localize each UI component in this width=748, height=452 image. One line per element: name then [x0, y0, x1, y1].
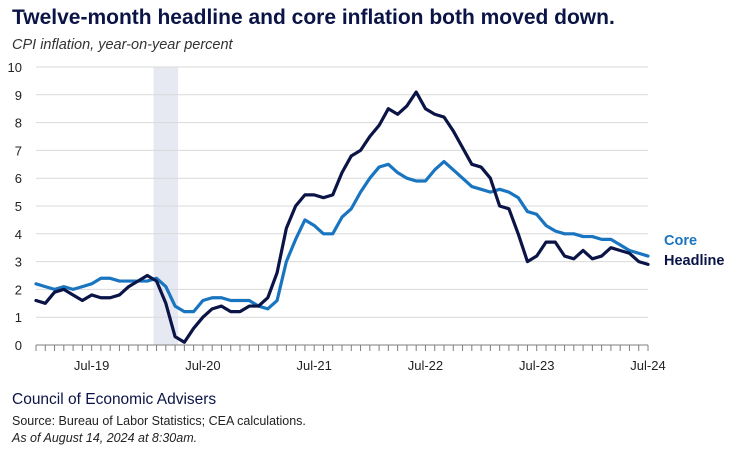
y-tick-label: 3: [15, 255, 22, 270]
series-label-core: Core: [664, 233, 697, 249]
y-tick-label: 1: [15, 310, 22, 325]
y-tick-label: 6: [15, 171, 22, 186]
chart-title: Twelve-month headline and core inflation…: [12, 6, 615, 29]
line-chart: 0 1 2 3 4 5 6 7 8 9 10 Jul-19 Jul-20 Jul-21 Jul-22 Jul-…: [8, 60, 725, 373]
x-tick-label: Jul-20: [185, 358, 220, 373]
y-tick-label: 9: [15, 88, 22, 103]
y-tick-label: 7: [15, 143, 22, 158]
series-label-headline: Headline: [664, 253, 724, 269]
y-tick-label: 2: [15, 282, 22, 297]
x-tick-label: Jul-24: [630, 358, 665, 373]
footer-organization: Council of Economic Advisers: [12, 391, 217, 408]
y-tick-label: 5: [15, 199, 22, 214]
x-tick-label: Jul-21: [296, 358, 331, 373]
series-line-headline: [34, 90, 650, 344]
footer-source: Source: Bureau of Labor Statistics; CEA …: [12, 414, 306, 428]
chart-subtitle: CPI inflation, year-on-year percent: [12, 37, 233, 53]
x-tick-label: Jul-22: [408, 358, 443, 373]
y-tick-label: 0: [15, 338, 22, 353]
x-tick-label: Jul-19: [74, 358, 109, 373]
y-tick-label: 4: [15, 227, 22, 242]
x-tick-label: Jul-23: [519, 358, 554, 373]
y-tick-label: 10: [8, 60, 22, 75]
footer-as-of: As of August 14, 2024 at 8:30am.: [12, 431, 198, 445]
y-tick-label: 8: [15, 116, 22, 131]
